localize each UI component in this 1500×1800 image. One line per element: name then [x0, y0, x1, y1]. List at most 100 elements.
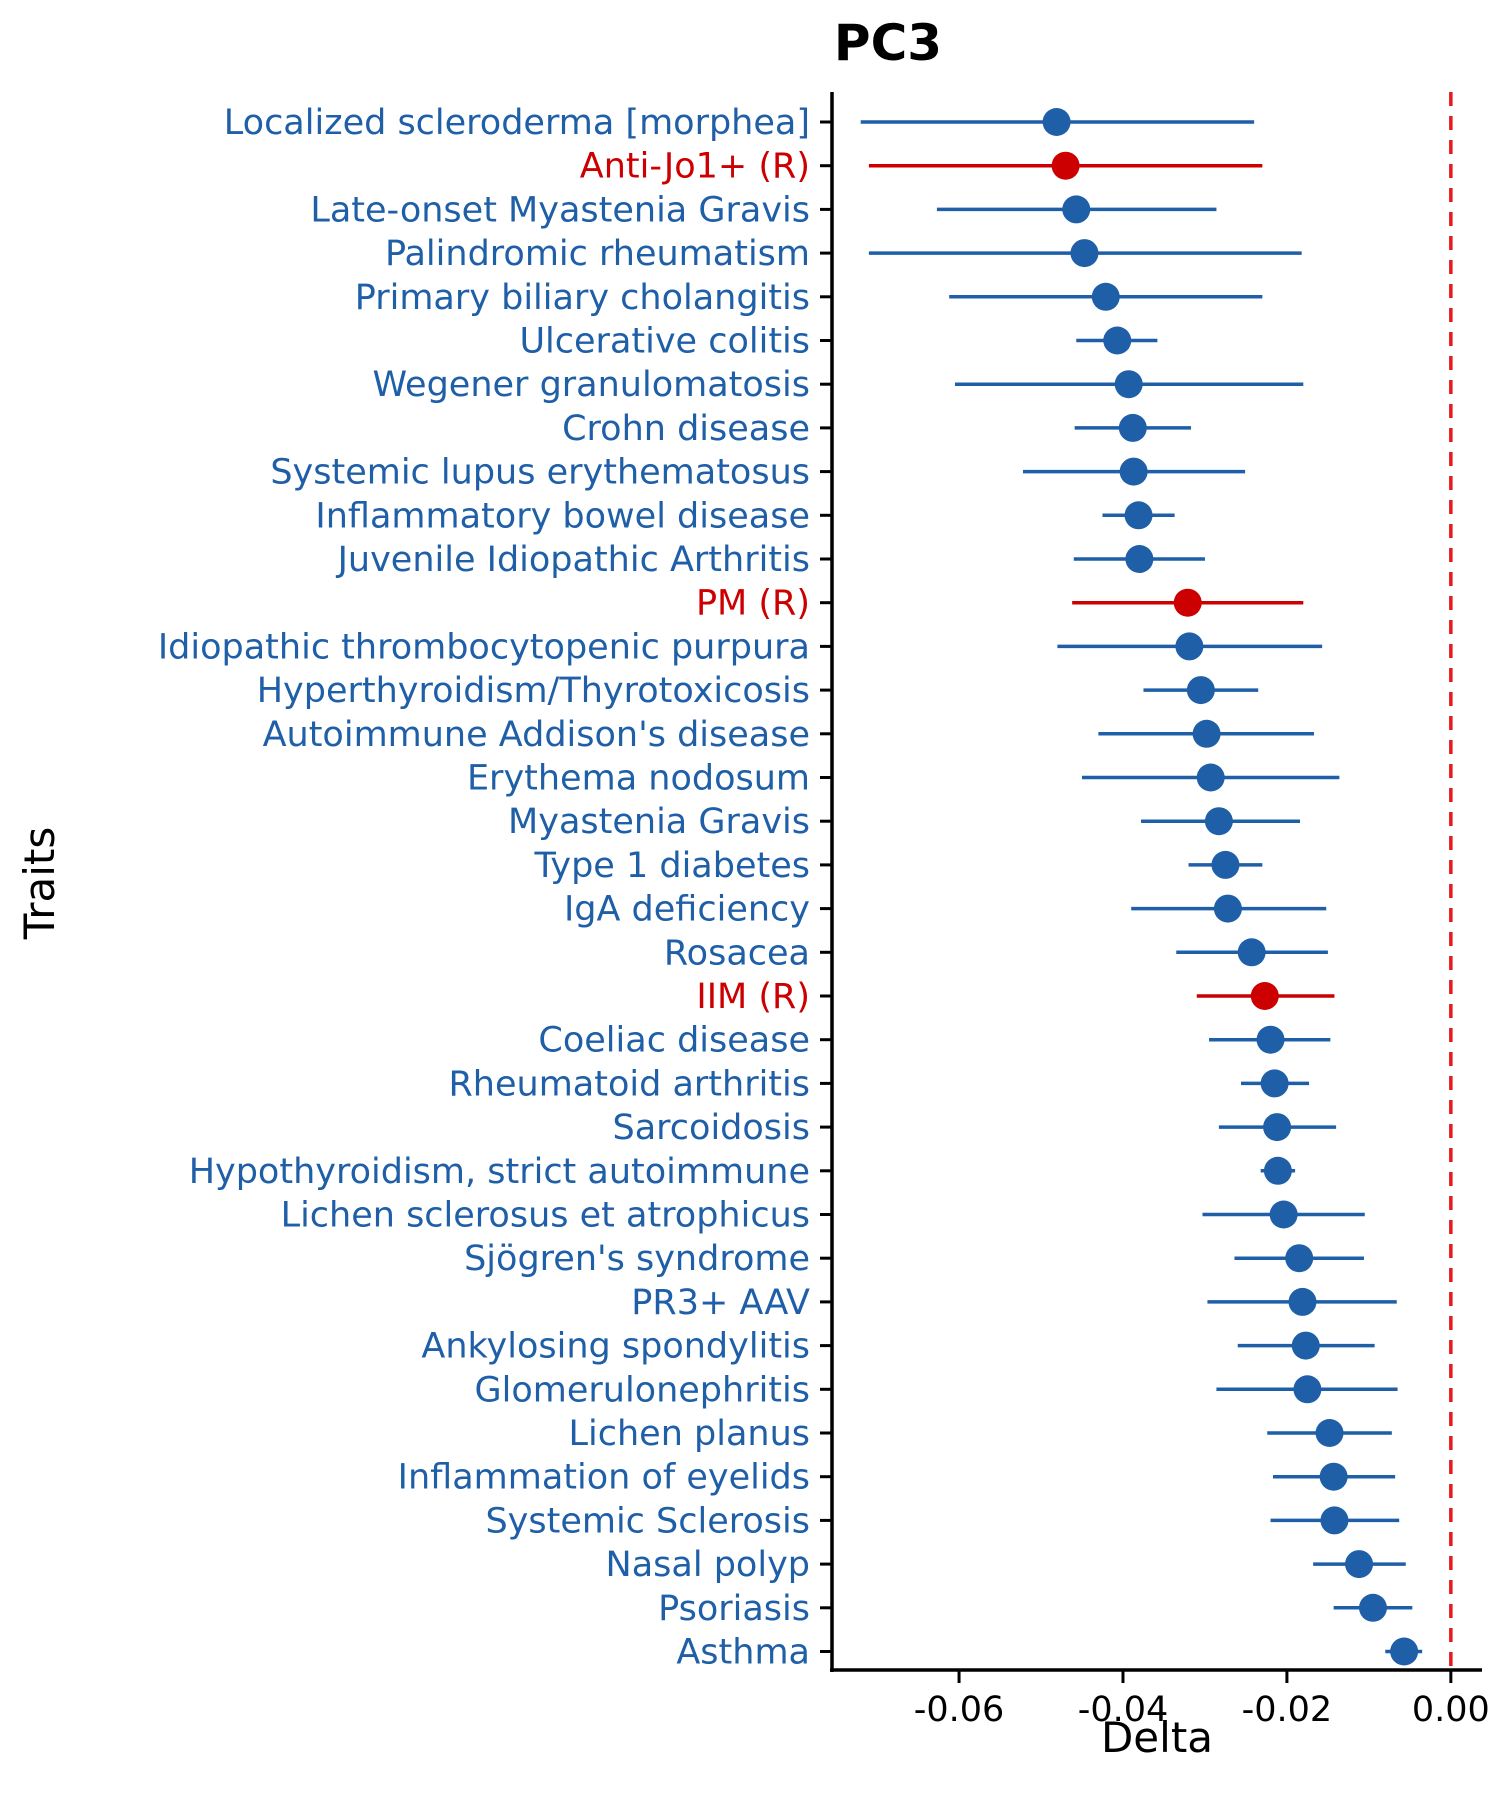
- trait-row: [1313, 1550, 1406, 1579]
- trait-row: [949, 282, 1263, 311]
- trait-label: Erythema nodosum: [467, 759, 810, 799]
- trait-label: Palindromic rheumatism: [385, 234, 810, 274]
- trait-row: [1143, 676, 1259, 705]
- trait-label: Ulcerative colitis: [519, 322, 810, 362]
- trait-row: [1022, 457, 1246, 486]
- estimate-point: [1192, 719, 1221, 748]
- trait-row: [1141, 807, 1301, 836]
- estimate-point: [1091, 282, 1120, 311]
- estimate-point: [1196, 763, 1225, 792]
- trait-row: [1218, 1113, 1337, 1142]
- x-axis-ticks: -0.06 -0.04 -0.02 0.00: [914, 1670, 1490, 1730]
- trait-row: [868, 151, 1263, 180]
- estimate-point: [1358, 1593, 1387, 1622]
- plot-area: [860, 92, 1453, 1668]
- estimate-point: [1070, 239, 1099, 268]
- estimate-point: [1051, 151, 1080, 180]
- trait-row: [1234, 1244, 1364, 1273]
- estimate-point: [1204, 807, 1233, 836]
- trait-label: Inflammation of eyelids: [398, 1458, 810, 1498]
- trait-row: [1098, 719, 1314, 748]
- trait-label: Juvenile Idiopathic Arthritis: [336, 540, 810, 580]
- estimate-point: [1062, 195, 1091, 224]
- trait-label: Coeliac disease: [538, 1021, 810, 1061]
- trait-label: Localized scleroderma [morphea]: [224, 103, 810, 143]
- trait-row: [1267, 1419, 1392, 1447]
- estimate-point: [1256, 1025, 1285, 1054]
- trait-label: Type 1 diabetes: [533, 846, 810, 886]
- estimate-point: [1285, 1244, 1314, 1273]
- trait-row: [1076, 326, 1158, 355]
- trait-label: Wegener granulomatosis: [373, 365, 811, 405]
- estimate-point: [1288, 1287, 1317, 1316]
- trait-label: Rheumatoid arthritis: [448, 1064, 810, 1104]
- trait-label: Idiopathic thrombocytopenic purpura: [158, 627, 810, 667]
- trait-label: Sarcoidosis: [613, 1108, 811, 1148]
- estimate-point: [1186, 676, 1215, 705]
- estimate-point: [1315, 1419, 1344, 1447]
- trait-label: Nasal polyp: [606, 1545, 810, 1585]
- estimate-point: [1173, 588, 1202, 617]
- trait-row: [868, 239, 1302, 268]
- estimate-point: [1042, 108, 1071, 136]
- trait-label: PR3+ AAV: [631, 1283, 810, 1323]
- trait-row: [1073, 545, 1205, 573]
- estimate-point: [1263, 1113, 1292, 1142]
- trait-label: Rosacea: [664, 933, 810, 973]
- trait-label: Hyperthyroidism/Thyrotoxicosis: [257, 671, 810, 711]
- trait-label: Psoriasis: [658, 1589, 810, 1629]
- estimate-point: [1118, 413, 1147, 442]
- trait-row: [1188, 850, 1263, 879]
- trait-row: [1385, 1637, 1423, 1666]
- trait-row: [1131, 894, 1327, 923]
- x-tick-label: -0.04: [1078, 1690, 1169, 1730]
- trait-row: [1270, 1506, 1400, 1535]
- trait-label: Sjögren's syndrome: [464, 1239, 810, 1279]
- estimate-point: [1319, 1462, 1348, 1491]
- trait-label: PM (R): [696, 584, 810, 624]
- trait-row: [1272, 1462, 1396, 1491]
- trait-row: [1082, 763, 1340, 792]
- estimate-point: [1260, 1069, 1289, 1098]
- estimate-point: [1213, 894, 1242, 923]
- trait-row: [1209, 1025, 1331, 1054]
- estimate-point: [1320, 1506, 1349, 1535]
- estimate-point: [1263, 1156, 1292, 1185]
- trait-row: [1207, 1287, 1397, 1316]
- trait-label: Asthma: [676, 1633, 810, 1673]
- trait-row: [1260, 1156, 1296, 1185]
- trait-label: IgA deficiency: [564, 890, 810, 930]
- trait-row: [1176, 938, 1328, 967]
- estimate-point: [1119, 457, 1148, 486]
- estimate-point: [1175, 632, 1204, 661]
- y-axis-title: Traits: [15, 827, 64, 941]
- x-tick-label: -0.06: [914, 1690, 1005, 1730]
- trait-label: Crohn disease: [562, 409, 810, 449]
- trait-row: [1102, 501, 1175, 530]
- trait-row: [1216, 1375, 1398, 1404]
- estimate-point: [1237, 938, 1266, 967]
- trait-label: Myastenia Gravis: [508, 802, 810, 842]
- estimate-point: [1345, 1550, 1374, 1579]
- trait-label: Inflammatory bowel disease: [315, 496, 810, 536]
- y-axis-ticks: Localized scleroderma [morphea]Anti-Jo1+…: [158, 103, 832, 1673]
- x-tick-label: -0.02: [1242, 1690, 1333, 1730]
- trait-row: [954, 370, 1304, 399]
- trait-label: Anti-Jo1+ (R): [580, 147, 810, 187]
- trait-row: [1074, 413, 1192, 442]
- trait-row: [1072, 588, 1304, 617]
- chart-title: PC3: [834, 14, 942, 72]
- trait-label: Late-onset Myastenia Gravis: [310, 190, 810, 230]
- trait-row: [936, 195, 1217, 224]
- trait-label: Autoimmune Addison's disease: [263, 715, 810, 755]
- trait-label: Lichen sclerosus et atrophicus: [281, 1196, 810, 1236]
- estimate-point: [1103, 326, 1132, 355]
- trait-label: Hypothyroidism, strict autoimmune: [189, 1152, 810, 1192]
- estimate-point: [1125, 545, 1154, 573]
- trait-label: IIM (R): [696, 977, 810, 1017]
- trait-row: [1237, 1331, 1375, 1360]
- estimate-point: [1114, 370, 1143, 399]
- trait-row: [1057, 632, 1323, 661]
- estimate-point: [1293, 1375, 1322, 1404]
- x-tick-label: 0.00: [1412, 1690, 1490, 1730]
